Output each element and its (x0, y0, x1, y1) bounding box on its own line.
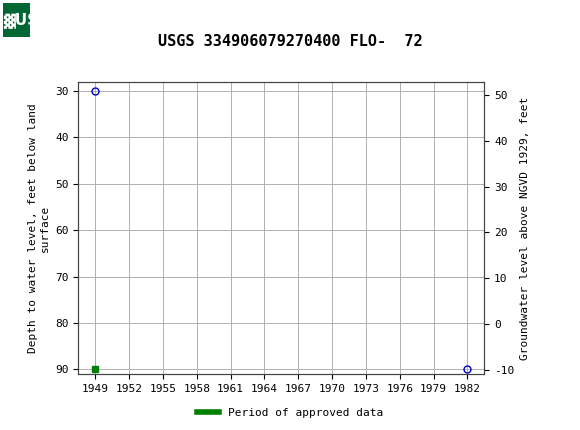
Legend: Period of approved data: Period of approved data (193, 403, 387, 422)
Y-axis label: Depth to water level, feet below land
surface: Depth to water level, feet below land su… (28, 103, 49, 353)
FancyBboxPatch shape (3, 3, 58, 37)
FancyBboxPatch shape (3, 3, 30, 37)
Text: USGS 334906079270400 FLO-  72: USGS 334906079270400 FLO- 72 (158, 34, 422, 49)
Y-axis label: Groundwater level above NGVD 1929, feet: Groundwater level above NGVD 1929, feet (520, 96, 530, 359)
Text: ▓USGS: ▓USGS (3, 12, 61, 28)
